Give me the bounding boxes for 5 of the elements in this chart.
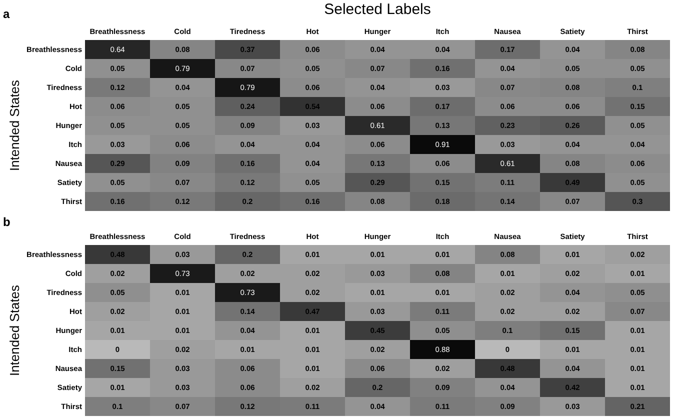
y-axis-title: Intended States <box>7 284 22 376</box>
chart-title: Selected Labels <box>324 1 431 18</box>
y-axis-title: Intended States <box>7 79 22 172</box>
text: b <box>3 215 10 229</box>
text: a <box>3 7 10 21</box>
